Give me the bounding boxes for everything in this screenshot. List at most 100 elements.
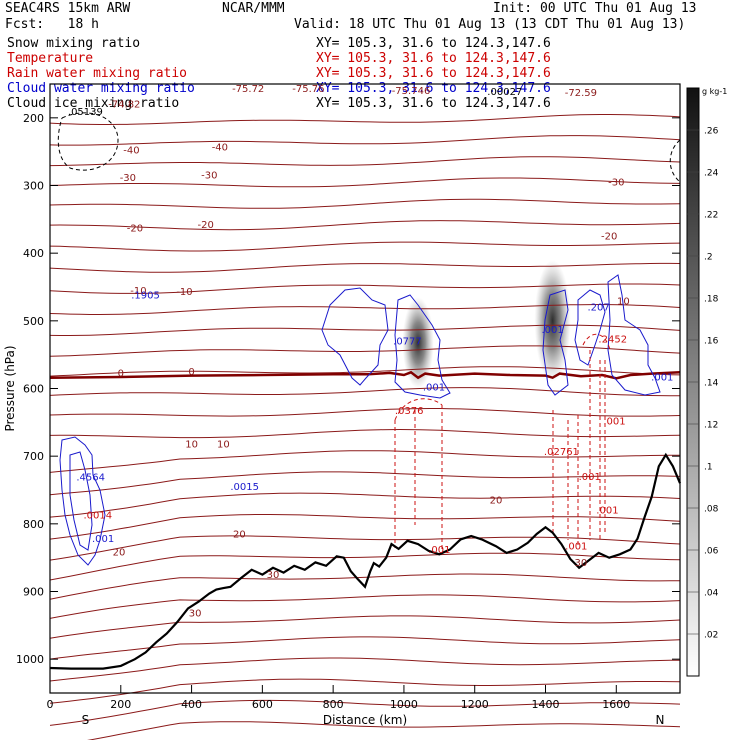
isotherm-label: 10 bbox=[185, 439, 198, 450]
rain-water-label: .001 bbox=[428, 545, 450, 556]
isotherm-label: 10 bbox=[217, 439, 230, 450]
isotherm-line-18 bbox=[49, 492, 681, 518]
isotherm-label: -75.746 bbox=[392, 86, 431, 97]
legend-temperature-xy: XY= 105.3, 31.6 to 124.3,147.6 bbox=[316, 51, 551, 66]
isotherm-label: 20 bbox=[113, 548, 126, 559]
init-label: Init: 00 UTC Thu 01 Aug 13 bbox=[493, 1, 697, 16]
colorbar-tick-label: .24 bbox=[704, 169, 719, 179]
isotherm-label: 10 bbox=[617, 297, 630, 308]
y-tick-label: 600 bbox=[23, 383, 44, 396]
legend-temperature-name: Temperature bbox=[7, 51, 94, 66]
isotherm-line-19 bbox=[49, 514, 681, 540]
legend-cloud-ice-name: Cloud ice mixing ratio bbox=[7, 96, 180, 111]
isotherm-line-2 bbox=[49, 156, 681, 167]
isotherm-line-8 bbox=[49, 283, 681, 294]
x-tick-label: 400 bbox=[181, 698, 202, 711]
isotherm-line-12 bbox=[49, 366, 681, 377]
rain-water-cap-a bbox=[394, 398, 443, 421]
cloud-water-contour-0 bbox=[321, 287, 389, 386]
cloud-water-label: .001 bbox=[92, 534, 114, 545]
isotherm-label: -30 bbox=[608, 178, 624, 189]
rain-water-label: .001 bbox=[579, 472, 601, 483]
terrain-surface-line bbox=[49, 452, 682, 670]
center-label: NCAR/MMM bbox=[222, 1, 285, 16]
isotherm-line-24 bbox=[49, 615, 681, 639]
isotherm-line-9 bbox=[49, 303, 681, 315]
isotherm-label: 30 bbox=[267, 570, 280, 581]
legend-rain-xy: XY= 105.3, 31.6 to 124.3,147.6 bbox=[316, 66, 551, 81]
y-axis-label: Pressure (hPa) bbox=[3, 345, 17, 431]
isotherm-label: -75.72 bbox=[232, 84, 264, 95]
isotherm-line-4 bbox=[49, 198, 681, 209]
x-tick-label: 1400 bbox=[532, 698, 560, 711]
legend-cloud-water-name: Cloud water mixing ratio bbox=[7, 81, 195, 96]
isotherm-label: -40 bbox=[212, 142, 228, 153]
y-tick-label: 700 bbox=[23, 450, 44, 463]
isotherm-line-6 bbox=[49, 241, 681, 252]
cloud-water-label: .0015 bbox=[230, 482, 259, 493]
isotherm-label: -30 bbox=[201, 171, 217, 182]
isotherm-line-13 bbox=[49, 387, 680, 397]
isotherm-line-10 bbox=[49, 324, 681, 336]
colorbar-tick-label: .12 bbox=[704, 421, 718, 431]
contour-labels-layer: -74.82 -75.72 -75.76 -75.746 -72.59 -40 -40 -30… bbox=[68, 84, 674, 619]
cloud-water-label: .001 bbox=[541, 325, 563, 336]
snow-label: .05139 bbox=[68, 107, 103, 118]
isotherm-label: -10 bbox=[130, 286, 146, 297]
isotherm-label: 0 bbox=[118, 368, 124, 379]
colorbar: .02 .04 .06 .08 .1 .12 .14 .16 .18 .2 .22 .24 .26 g k… bbox=[686, 87, 727, 677]
x-end-label-south: S bbox=[82, 713, 90, 727]
isotherm-label: -20 bbox=[127, 224, 143, 235]
x-tick-label: 1600 bbox=[602, 698, 630, 711]
isotherm-label: -20 bbox=[601, 232, 617, 243]
colorbar-tick-label: .2 bbox=[704, 253, 713, 263]
y-tick-label: 200 bbox=[23, 112, 44, 125]
x-tick-label: 600 bbox=[252, 698, 273, 711]
snow-dashed-contour-left bbox=[57, 112, 119, 171]
rain-water-cap-b bbox=[582, 333, 611, 351]
colorbar-tick-label: .04 bbox=[704, 589, 719, 599]
colorbar-tick-label: .22 bbox=[704, 211, 718, 221]
isotherm-label: 30 bbox=[575, 558, 588, 569]
legend-cloud-water-xy: XY= 105.3, 31.6 to 124.3,147.6 bbox=[316, 81, 551, 96]
rain-water-label: .2452 bbox=[598, 334, 627, 345]
valid-label: Valid: 18 UTC Thu 01 Aug 13 (13 CDT Thu … bbox=[294, 17, 686, 32]
isotherm-line-15 bbox=[49, 428, 681, 439]
isotherm-label: 20 bbox=[233, 529, 246, 540]
isotherm-line-0 bbox=[49, 114, 681, 125]
cloud-water-label: .0777 bbox=[393, 337, 422, 348]
rain-water-label: .001 bbox=[603, 416, 625, 427]
cloud-water-label: .1905 bbox=[131, 291, 160, 302]
isotherm-label: -20 bbox=[198, 220, 214, 231]
y-tick-label: 800 bbox=[23, 518, 44, 531]
y-tick-label: 1000 bbox=[16, 653, 44, 666]
isotherm-line-17 bbox=[49, 471, 681, 496]
terrain-layer bbox=[49, 452, 682, 670]
isotherm-label: -30 bbox=[120, 173, 136, 184]
forecast-label: Fcst: 18 h bbox=[5, 17, 99, 32]
y-tick-label: 300 bbox=[23, 180, 44, 193]
isotherm-line-28 bbox=[49, 699, 681, 726]
isotherm-line-1 bbox=[49, 135, 681, 146]
colorbar-tick-label: .26 bbox=[704, 127, 719, 137]
cloud-water-contour-3 bbox=[574, 289, 606, 366]
isotherm-line-29 bbox=[87, 721, 681, 740]
isotherm-label: -75.76 bbox=[292, 84, 324, 95]
cloud-water-label: .001 bbox=[423, 383, 445, 394]
isotherm-line-20 bbox=[49, 535, 681, 561]
freezing-level-line bbox=[49, 370, 681, 380]
x-tick-label: 200 bbox=[110, 698, 131, 711]
colorbar-tick-label: .08 bbox=[704, 505, 719, 515]
isotherm-label: -72.59 bbox=[565, 88, 597, 99]
isotherm-line-5 bbox=[49, 220, 681, 231]
x-axis-label: Distance (km) bbox=[323, 713, 407, 727]
x-tick-label: 0 bbox=[47, 698, 54, 711]
isotherm-line-14 bbox=[49, 408, 681, 417]
cloud-contours-layer bbox=[57, 112, 681, 566]
isotherm-line-23 bbox=[49, 594, 681, 619]
y-tick-label: 500 bbox=[23, 315, 44, 328]
isotherm-line-27 bbox=[49, 678, 681, 704]
colorbar-tick-label: .02 bbox=[704, 631, 718, 641]
cloud-water-contour-4 bbox=[607, 274, 661, 396]
